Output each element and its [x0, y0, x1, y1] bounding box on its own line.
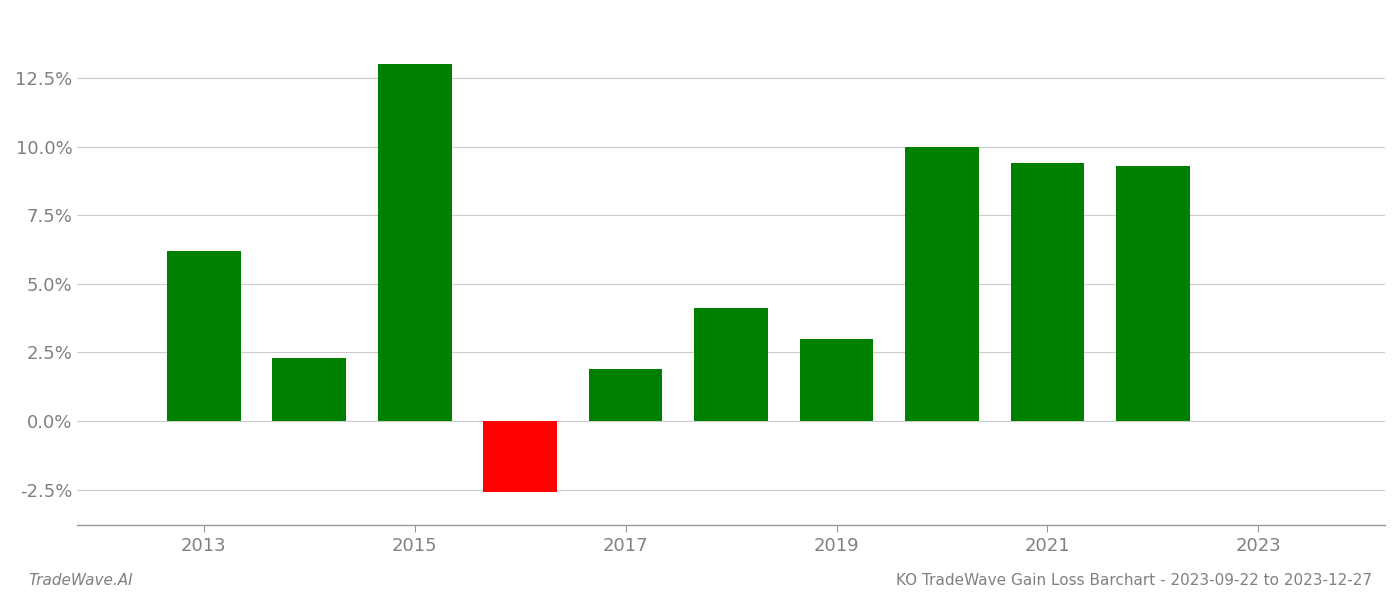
Text: KO TradeWave Gain Loss Barchart - 2023-09-22 to 2023-12-27: KO TradeWave Gain Loss Barchart - 2023-0…	[896, 573, 1372, 588]
Bar	[378, 64, 452, 421]
Bar	[483, 421, 557, 492]
Bar	[588, 369, 662, 421]
Text: TradeWave.AI: TradeWave.AI	[28, 573, 133, 588]
Bar	[167, 251, 241, 421]
Bar	[272, 358, 346, 421]
Bar	[799, 338, 874, 421]
Bar	[1116, 166, 1190, 421]
Bar	[694, 308, 769, 421]
Bar	[1011, 163, 1085, 421]
Bar	[904, 146, 979, 421]
